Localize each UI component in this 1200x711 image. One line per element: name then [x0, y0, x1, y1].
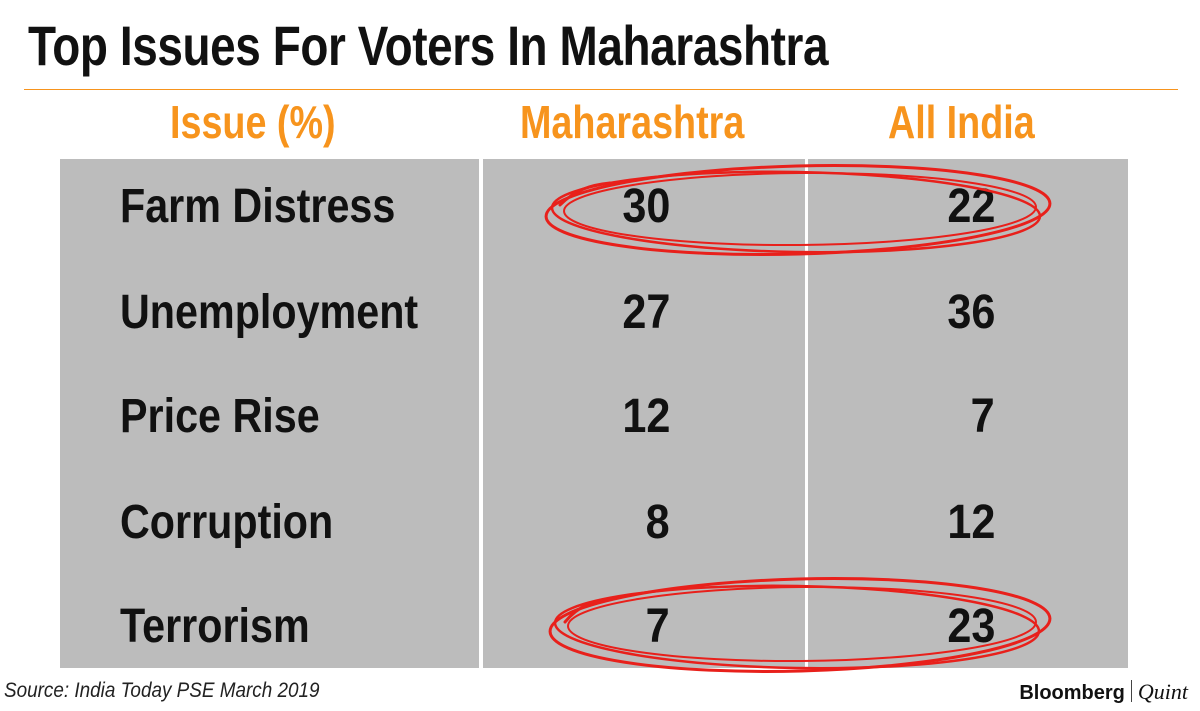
all-india-value: 23 — [946, 600, 995, 653]
all-india-value: 36 — [946, 286, 995, 339]
brand-logo: Bloomberg Quint — [1019, 679, 1188, 705]
column-header-issue: Issue (%) — [170, 96, 336, 148]
title-rule — [24, 89, 1178, 90]
issue-label: Price Rise — [120, 390, 320, 443]
source-note: Source: India Today PSE March 2019 — [4, 679, 320, 702]
table-row: Corruption 8 12 — [0, 488, 1200, 558]
issue-label: Farm Distress — [120, 180, 396, 233]
issue-label: Corruption — [120, 496, 334, 549]
maharashtra-value: 8 — [645, 496, 670, 549]
maharashtra-value: 27 — [621, 286, 670, 339]
table-row: Farm Distress 30 22 — [0, 172, 1200, 242]
column-divider — [805, 159, 808, 668]
table-row: Terrorism 7 23 — [0, 592, 1200, 662]
table-row: Unemployment 27 36 — [0, 278, 1200, 348]
column-header-all-india: All India — [888, 96, 1035, 148]
maharashtra-value: 12 — [621, 390, 670, 443]
issue-label: Unemployment — [120, 286, 419, 339]
maharashtra-value: 7 — [645, 600, 670, 653]
all-india-value: 12 — [946, 496, 995, 549]
all-india-value: 7 — [970, 390, 995, 443]
issue-label: Terrorism — [120, 600, 310, 653]
chart-title: Top Issues For Voters In Maharashtra — [28, 14, 829, 77]
maharashtra-value: 30 — [621, 180, 670, 233]
table-row: Price Rise 12 7 — [0, 382, 1200, 452]
all-india-value: 22 — [946, 180, 995, 233]
brand-secondary: Quint — [1137, 679, 1188, 704]
brand-primary: Bloomberg — [1019, 682, 1125, 704]
column-header-maharashtra: Maharashtra — [520, 96, 745, 148]
brand-separator — [1130, 680, 1132, 702]
issue-column-panel — [60, 159, 479, 668]
